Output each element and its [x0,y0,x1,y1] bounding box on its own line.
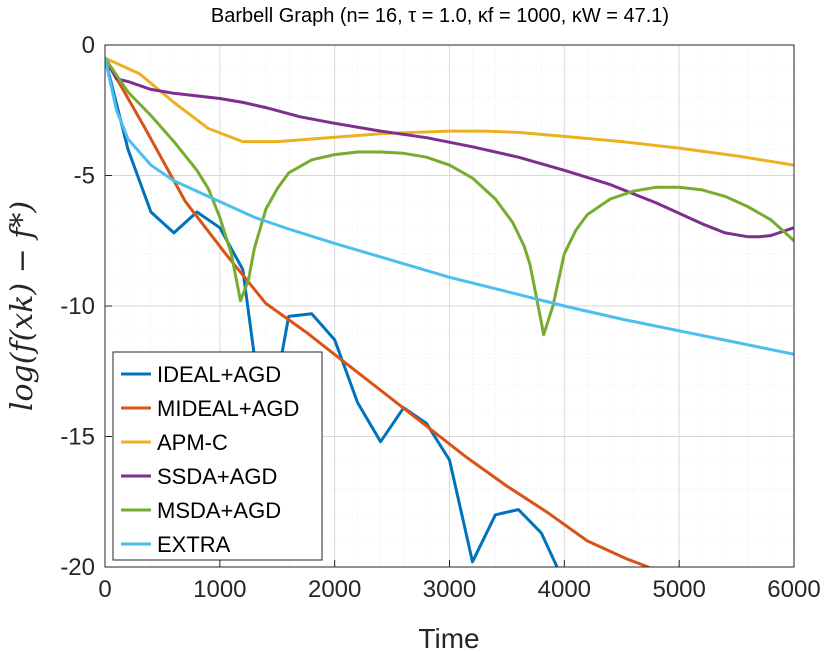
legend: IDEAL+AGD MIDEAL+AGD APM-C SSDA+AGD MSDA+AGD… [112,351,323,561]
x-tick-label: 4000 [538,576,591,603]
x-tick-label: 3000 [423,576,476,603]
series-line-4 [105,56,794,239]
chart-title: Barbell Graph (n= 16, τ = 1.0, κf = 1000… [211,5,669,27]
legend-label: MSDA+AGD [157,498,281,523]
x-axis-ticks: 0 1000 2000 3000 4000 5000 6000 [98,560,821,603]
x-tick-label: 2000 [308,576,361,603]
legend-label: APM-C [157,430,228,455]
x-axis-label: Time [418,623,479,652]
series-line-2 [105,56,650,567]
y-tick-label: -20 [60,554,95,581]
legend-box [112,351,323,561]
legend-label: EXTRA [157,532,231,557]
x-tick-label: 1000 [193,576,246,603]
legend-label: MIDEAL+AGD [157,396,299,421]
series-line-6 [105,56,794,356]
y-tick-label: -5 [74,163,95,190]
y-tick-label: -15 [60,424,95,451]
y-axis-ticks: 0 -5 -10 -15 -20 [60,32,112,581]
x-tick-label: 6000 [767,576,820,603]
y-tick-label: 0 [82,32,95,59]
legend-label: IDEAL+AGD [157,362,281,387]
legend-label: SSDA+AGD [157,464,277,489]
series-lines [105,56,794,567]
y-tick-label: -10 [60,293,95,320]
series-line-1 [105,56,559,567]
x-tick-label: 0 [98,576,111,603]
series-line-5 [105,56,794,337]
y-axis-label: log(f(xk) − f*) [5,201,40,411]
x-tick-label: 5000 [652,576,705,603]
